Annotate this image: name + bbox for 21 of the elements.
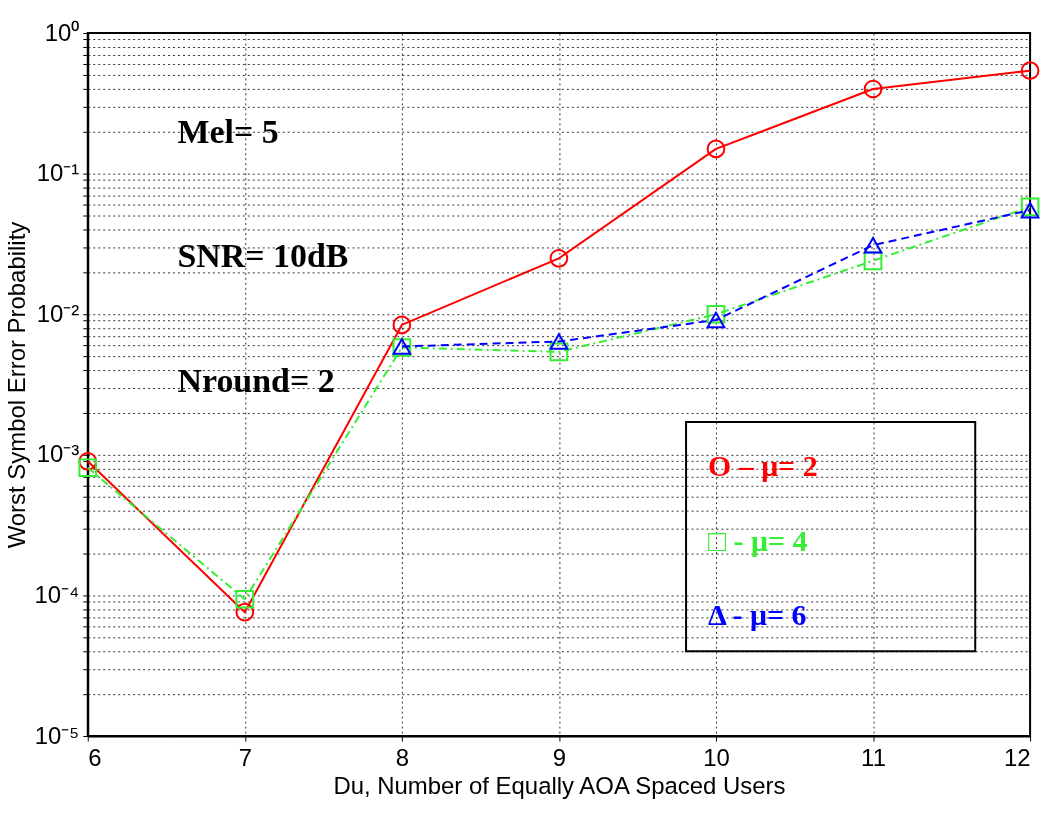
x-tick-label: 9 xyxy=(552,744,567,772)
y-tick-label: 10⁻⁵ xyxy=(34,721,80,749)
text: O – μ= 2 xyxy=(707,448,818,482)
text: Δ - μ= 6 xyxy=(707,598,807,632)
text: □ - μ= 4 xyxy=(707,523,808,557)
annotation: SNR= 10dB xyxy=(177,237,349,275)
x-tick-label: 8 xyxy=(395,744,410,772)
x-axis-title: Du, Number of Equally AOA Spaced Users xyxy=(333,772,786,800)
y-tick-label: 10⁻³ xyxy=(36,440,80,468)
y-tick-label: 10⁰ xyxy=(44,18,80,46)
x-tick-label: 6 xyxy=(88,744,102,772)
y-axis-title: Worst Symbol Error Probability xyxy=(3,221,31,549)
annotation: Nround= 2 xyxy=(177,362,335,400)
y-tick-label: 10⁻² xyxy=(36,299,80,327)
x-tick-label: 11 xyxy=(861,744,886,772)
x-tick-label: 7 xyxy=(238,744,252,772)
y-tick-label: 10⁻¹ xyxy=(36,159,80,187)
x-tick-label: 12 xyxy=(1003,744,1031,772)
annotation: Mel= 5 xyxy=(177,112,279,150)
x-tick-label: 10 xyxy=(703,744,730,772)
y-tick-label: 10⁻⁴ xyxy=(34,580,80,608)
